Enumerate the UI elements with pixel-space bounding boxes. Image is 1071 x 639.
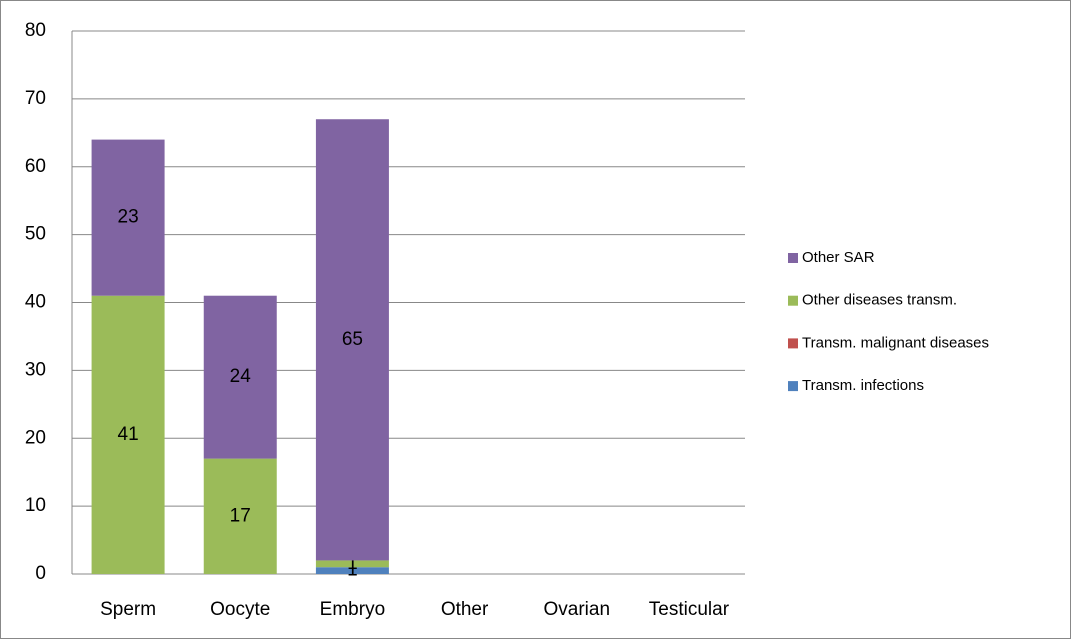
legend-swatch bbox=[788, 295, 798, 306]
legend-label: Other diseases transm. bbox=[802, 292, 957, 309]
y-tick-label: 70 bbox=[25, 88, 46, 109]
x-tick-label: Sperm bbox=[100, 599, 156, 620]
legend-swatch bbox=[788, 381, 798, 392]
y-tick-label: 30 bbox=[25, 359, 46, 380]
y-tick-label: 40 bbox=[25, 292, 46, 313]
x-tick-label: Ovarian bbox=[543, 599, 610, 620]
bar-segment bbox=[91, 295, 165, 574]
data-label: 41 bbox=[118, 424, 139, 445]
bar-segment bbox=[315, 119, 389, 561]
y-tick-label: 10 bbox=[25, 495, 46, 516]
data-label: 1 bbox=[347, 560, 358, 581]
x-tick-label: Other bbox=[441, 599, 489, 620]
legend-swatch bbox=[788, 253, 798, 263]
bar-segment bbox=[91, 139, 165, 296]
data-label: 1 bbox=[347, 553, 358, 574]
data-label: 17 bbox=[230, 505, 251, 526]
bar-segment bbox=[315, 567, 389, 574]
x-tick-label: Embryo bbox=[320, 599, 385, 620]
x-tick-label: Oocyte bbox=[210, 599, 270, 620]
x-tick-label: Testicular bbox=[649, 599, 730, 620]
legend-label: Transm. malignant diseases bbox=[802, 334, 989, 351]
y-tick-label: 20 bbox=[25, 427, 46, 448]
data-label: 23 bbox=[118, 207, 139, 228]
data-label: 65 bbox=[342, 329, 363, 350]
y-tick-label: 50 bbox=[25, 224, 46, 245]
data-label: 24 bbox=[230, 366, 252, 387]
legend-label: Other SAR bbox=[802, 249, 875, 266]
legend: Transm. infections Transm. malignant dise… bbox=[788, 249, 989, 394]
y-tick-label: 0 bbox=[35, 563, 46, 584]
y-tick-label: 60 bbox=[25, 156, 46, 177]
bar-segment bbox=[203, 458, 277, 574]
legend-label: Transm. infections bbox=[802, 377, 924, 394]
y-tick-label: 80 bbox=[25, 20, 46, 41]
bar-segment bbox=[203, 295, 277, 459]
legend-swatch bbox=[788, 338, 798, 349]
bar-segment bbox=[315, 560, 389, 568]
